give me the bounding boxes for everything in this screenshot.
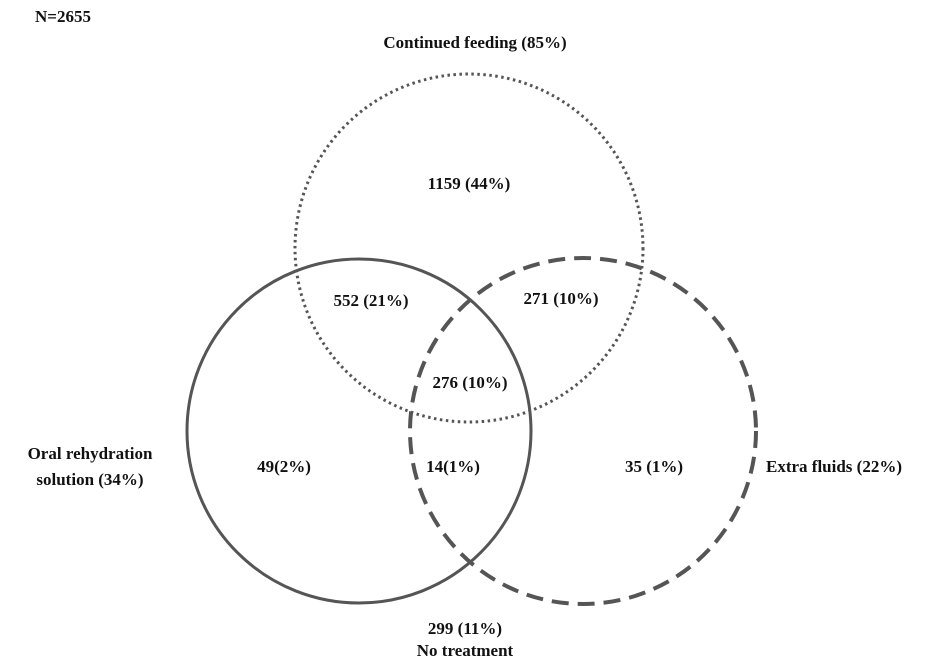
- continued-feeding-circle: [293, 72, 645, 424]
- extra-fluids-label: Extra fluids (22%): [766, 457, 902, 476]
- sample-size-label: N=2655: [35, 7, 91, 26]
- region-fluids-only: 35 (1%): [624, 457, 684, 476]
- no-treatment-count: 299 (11%): [427, 619, 503, 638]
- no-treatment-label: No treatment: [416, 641, 514, 660]
- region-all-three: 276 (10%): [432, 373, 508, 392]
- region-feeding-ors: 552 (21%): [333, 291, 409, 310]
- oral-rehydration-label-line2: solution (34%): [36, 470, 144, 489]
- region-ors-only: 49(2%): [257, 457, 311, 476]
- oral-rehydration-circle: [185, 257, 533, 605]
- region-feeding-only: 1159 (44%): [427, 174, 511, 193]
- region-feeding-fluids: 271 (10%): [523, 289, 599, 308]
- region-ors-fluids: 14(1%): [426, 457, 480, 476]
- continued-feeding-label: Continued feeding (85%): [383, 33, 567, 52]
- oral-rehydration-label-line1: Oral rehydration: [27, 444, 153, 463]
- extra-fluids-circle: [408, 256, 758, 606]
